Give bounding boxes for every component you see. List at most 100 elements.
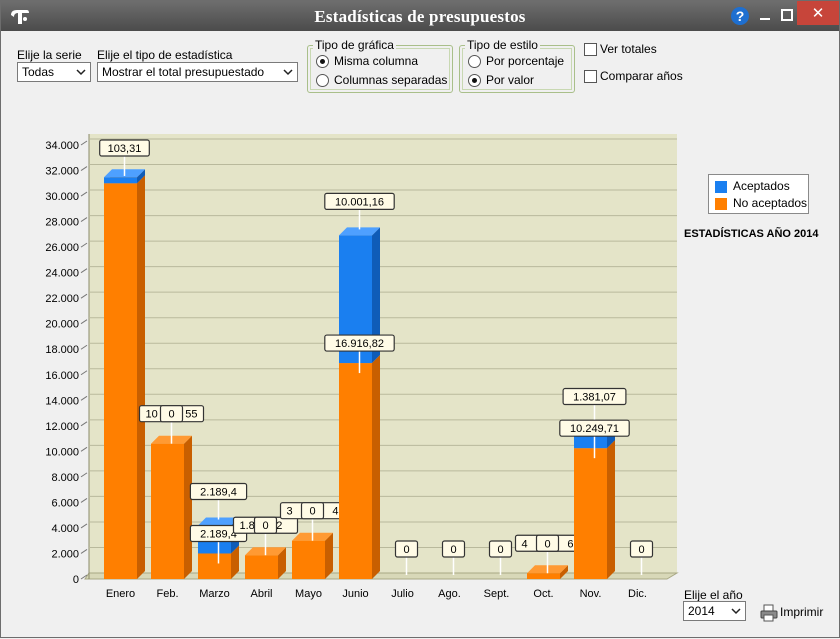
bar-no-aceptados: [104, 183, 137, 579]
window-title: Estadísticas de presupuestos: [314, 7, 526, 26]
data-label-aceptados: 10.001,16: [335, 196, 384, 208]
bar-no-aceptados: [527, 573, 560, 579]
bar-no-aceptados: [198, 553, 231, 579]
anio-select[interactable]: 2014: [683, 601, 746, 621]
radio-indicator[interactable]: [316, 55, 329, 68]
data-label-aceptados-box: [562, 387, 627, 406]
y-tick: [80, 140, 88, 146]
chevron-down-icon: [76, 69, 86, 76]
data-label-no-aceptados: 3: [287, 506, 293, 518]
y-tick-label: 26.000: [45, 242, 79, 254]
radio-label: Por porcentaje: [486, 54, 565, 68]
y-tick: [80, 395, 88, 401]
print-button[interactable]: Imprimir: [759, 603, 823, 623]
bar-aceptados-top: [198, 517, 239, 526]
tipo-select[interactable]: Mostrar el total presupuestado: [97, 62, 298, 82]
data-label-aceptados: 2.189,4: [200, 487, 237, 499]
data-label-aceptados-box: [488, 540, 513, 558]
data-label-no-aceptados: 16.916,82: [335, 338, 384, 350]
y-tick: [80, 421, 88, 427]
x-tick-label: Enero: [106, 588, 135, 600]
serie-label: Elije la serie: [17, 48, 82, 62]
bar-no-aceptados: [339, 363, 372, 579]
estilo-group-legend: Tipo de estilo: [465, 38, 540, 52]
y-tick-label: 34.000: [45, 140, 79, 152]
y-tick: [80, 549, 88, 554]
data-label-no-aceptados-tail: 4: [332, 506, 338, 518]
y-tick-label: 0: [73, 574, 79, 586]
data-label-aceptados: 1.381,07: [573, 392, 616, 404]
maximize-button[interactable]: [777, 5, 801, 27]
bar-no-aceptados-side: [560, 565, 568, 579]
help-button[interactable]: ?: [729, 5, 753, 27]
help-icon: ?: [731, 7, 749, 25]
data-label-aceptados-box: [629, 540, 654, 558]
y-tick: [80, 268, 88, 274]
radio-indicator[interactable]: [468, 55, 481, 68]
x-tick-label: Abril: [250, 588, 272, 600]
y-tick-label: 4.000: [51, 523, 79, 535]
data-label-no-aceptados-tail: 6: [567, 538, 573, 550]
maximize-icon: [781, 9, 793, 21]
x-tick-label: Sept.: [484, 588, 510, 600]
minimize-button[interactable]: [755, 5, 779, 27]
serie-select[interactable]: Todas: [17, 62, 91, 82]
grafica-group-legend: Tipo de gráfica: [313, 38, 396, 52]
data-label-aceptados: 103,31: [108, 143, 142, 155]
chevron-down-icon: [731, 608, 741, 615]
radio-indicator[interactable]: [316, 74, 329, 87]
data-label-aceptados: 0: [168, 409, 174, 421]
y-tick-label: 16.000: [45, 370, 79, 382]
data-label-aceptados-box: [300, 502, 325, 520]
close-button[interactable]: ✕: [797, 1, 839, 25]
data-label-no-aceptados: 10.249,71: [570, 423, 619, 435]
x-tick-label: Feb.: [156, 588, 178, 600]
data-label-no-aceptados: 2.189,4: [200, 528, 237, 540]
legend-swatch: [715, 181, 727, 193]
y-tick-label: 32.000: [45, 166, 79, 178]
radio-label: Por valor: [486, 73, 535, 87]
radio-label: Columnas separadas: [334, 73, 448, 87]
tipo-select-value: Mostrar el total presupuestado: [102, 65, 265, 79]
y-tick-label: 18.000: [45, 344, 79, 356]
bar-no-aceptados-side: [372, 355, 380, 579]
grafica-group: Tipo de gráfica Misma columna Columnas s…: [307, 38, 453, 93]
bar-no-aceptados-side: [231, 545, 239, 579]
chevron-down-icon: [283, 69, 293, 76]
y-tick: [80, 370, 88, 376]
print-label: Imprimir: [780, 605, 824, 619]
bar-no-aceptados-side: [184, 435, 192, 579]
data-label-aceptados: 0: [544, 538, 550, 550]
y-tick-label: 24.000: [45, 268, 79, 280]
app-logo-icon: [11, 10, 29, 24]
x-tick-label: Nov.: [580, 588, 602, 600]
radio-indicator[interactable]: [468, 74, 481, 87]
bar-no-aceptados-side: [137, 175, 145, 579]
y-tick-label: 30.000: [45, 191, 79, 203]
title-bar[interactable]: Estadísticas de presupuestos ? ✕: [1, 1, 839, 31]
y-tick-label: 2.000: [51, 548, 79, 560]
data-label-no-aceptados-box: [324, 334, 395, 352]
checkbox-box[interactable]: [584, 43, 597, 56]
y-tick-label: 12.000: [45, 421, 79, 433]
y-tick: [80, 472, 88, 478]
checkbox-label: Ver totales: [600, 42, 657, 56]
data-label-aceptados: 0: [450, 544, 456, 556]
y-tick-label: 20.000: [45, 319, 79, 331]
bar-no-aceptados-side: [325, 532, 333, 579]
checkbox-box[interactable]: [584, 70, 597, 83]
close-icon: ✕: [811, 5, 825, 22]
data-label-no-aceptados: 10: [146, 409, 158, 421]
x-tick-label: Marzo: [199, 588, 230, 600]
minimize-icon: [760, 18, 770, 20]
data-label-aceptados-box: [189, 482, 248, 501]
y-tick: [80, 344, 88, 350]
legend-label: No aceptados: [733, 196, 808, 210]
y-tick-label: 14.000: [45, 395, 79, 407]
y-tick-label: 10.000: [45, 446, 79, 458]
bar-aceptados-side: [372, 227, 380, 364]
stats-heading: ESTADÍSTICAS AÑO 2014: [684, 228, 819, 240]
y-tick-label: 28.000: [45, 217, 79, 229]
